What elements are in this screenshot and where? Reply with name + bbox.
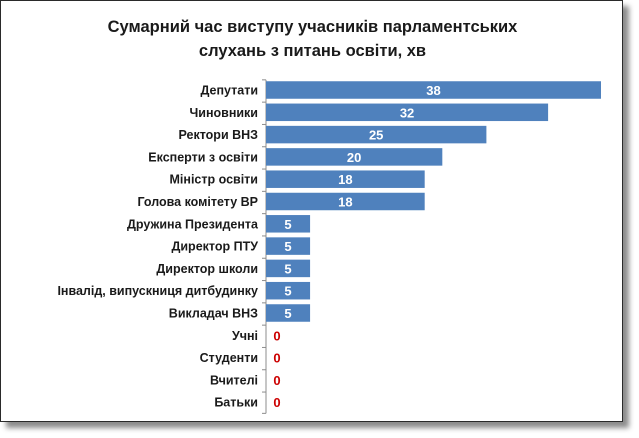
bar xyxy=(266,237,311,255)
data-label: 0 xyxy=(273,395,280,410)
category-label: Депутати xyxy=(200,84,258,98)
data-label: 5 xyxy=(284,284,291,299)
data-label: 18 xyxy=(338,195,352,210)
bar-chart: Депутати 38 Чиновники 32 Ректори ВНЗ 25 Експер… xyxy=(57,79,601,414)
bar xyxy=(266,170,425,188)
data-label: 32 xyxy=(400,105,414,120)
data-label: 0 xyxy=(273,373,280,388)
bar xyxy=(266,304,311,322)
bar xyxy=(266,281,311,300)
bar xyxy=(266,192,425,211)
bar xyxy=(266,125,487,144)
category-label: Дружина Президента xyxy=(127,217,259,231)
category-label: Ректори ВНЗ xyxy=(178,128,258,142)
chart-title: Сумарний час виступу учасників парламент… xyxy=(1,15,624,63)
data-label: 5 xyxy=(284,217,291,232)
data-label: 0 xyxy=(273,351,280,366)
bar xyxy=(266,148,443,166)
category-label: Викладач ВНЗ xyxy=(169,307,258,321)
data-label: 5 xyxy=(284,306,291,321)
category-label: Батьки xyxy=(214,396,258,410)
data-label: 25 xyxy=(369,128,383,143)
data-label: 38 xyxy=(426,83,440,98)
data-label: 20 xyxy=(347,150,361,165)
chart-title-line-1: Сумарний час виступу учасників парламент… xyxy=(107,18,518,36)
category-label: Міністр освіти xyxy=(170,173,258,187)
category-label: Вчителі xyxy=(210,373,258,387)
data-label: 0 xyxy=(273,328,280,343)
category-label: Директор ПТУ xyxy=(171,240,258,254)
category-label: Голова комітету ВР xyxy=(137,195,258,209)
category-label: Директор школи xyxy=(156,262,258,276)
chart-frame: Сумарний час виступу учасників парламент… xyxy=(0,0,623,422)
chart-title-line-2: слухань з питань освіти, хв xyxy=(198,42,427,60)
category-label: Чиновники xyxy=(189,106,258,120)
data-label: 18 xyxy=(338,172,352,187)
category-label: Учні xyxy=(232,329,258,343)
data-label: 5 xyxy=(284,239,291,254)
category-label: Інвалід, випускниця дитбудинку xyxy=(57,284,258,298)
category-label: Експерти з освіти xyxy=(148,150,258,164)
data-label: 5 xyxy=(284,261,291,276)
bar xyxy=(266,215,311,233)
bar xyxy=(266,259,311,278)
bar xyxy=(266,103,549,122)
bar xyxy=(266,81,601,99)
category-label: Студенти xyxy=(200,351,258,365)
